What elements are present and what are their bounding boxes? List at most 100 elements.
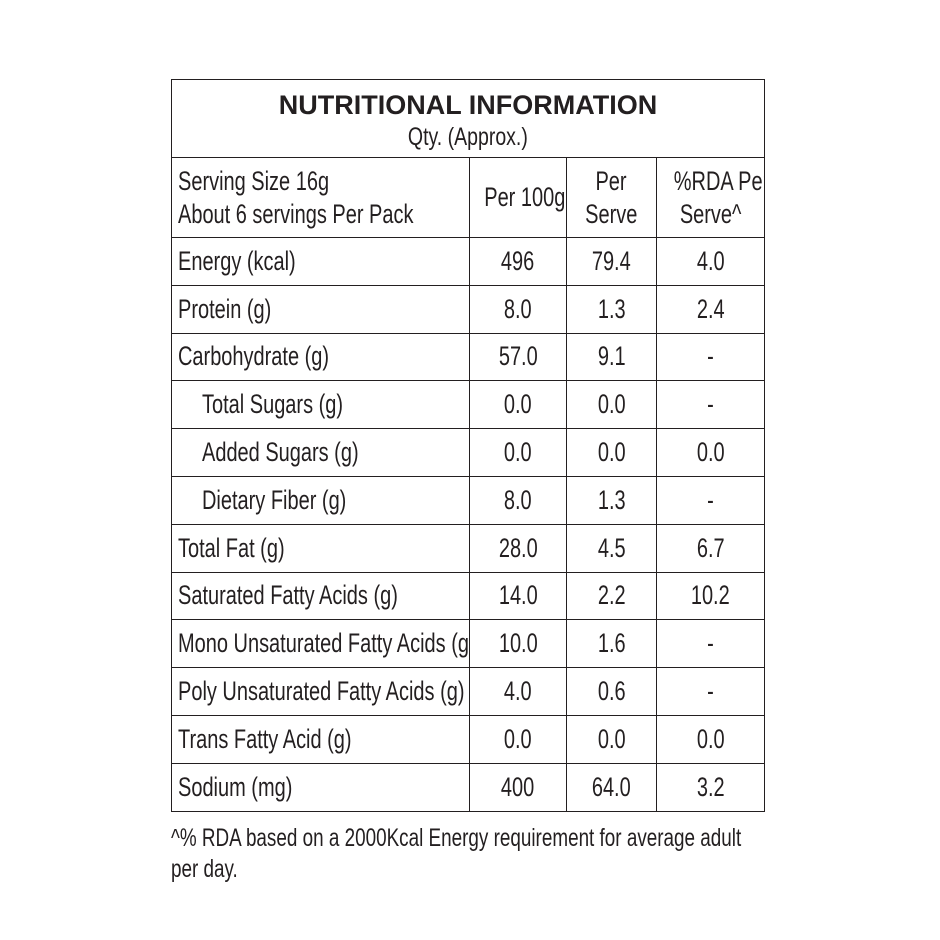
value-cell: -: [655, 332, 766, 382]
value-cell: 400: [469, 762, 567, 812]
value-cell: 3.2: [655, 762, 766, 812]
value-cell: 2.4: [655, 284, 766, 334]
nutrient-row: Mono Unsaturated Fatty Acids (g) 10.0 1.6 -: [171, 619, 766, 669]
nutrient-name: Mono Unsaturated Fatty Acids (g): [178, 628, 470, 659]
value-cell: 57.0: [469, 332, 567, 382]
value-cell: 79.4: [566, 237, 657, 286]
header-cell: Per Serve: [566, 157, 657, 238]
nutrient-name-cell: Total Sugars (g): [171, 380, 470, 430]
nutrient-row: Sodium (mg) 400 64.0 3.2: [171, 762, 766, 812]
value-cell: 0.6: [566, 667, 657, 716]
value: 1.6: [597, 628, 626, 659]
value: 4.0: [504, 676, 532, 707]
value-cell: 0.0: [469, 428, 567, 477]
nutrient-name-cell: Protein (g): [171, 284, 470, 334]
nutrient-name-cell: Trans Fatty Acid (g): [171, 714, 470, 764]
value: -: [707, 484, 714, 515]
header-text: About 6 servings Per Pack: [178, 198, 414, 229]
header-text: %RDA Per: [673, 165, 765, 196]
value: 79.4: [592, 245, 631, 276]
value: 0.0: [504, 723, 532, 754]
header-text: Per 100g: [484, 182, 566, 212]
value: 4.0: [696, 245, 725, 276]
value-cell: 4.0: [469, 667, 567, 716]
nutrient-row: Protein (g) 8.0 1.3 2.4: [171, 284, 766, 334]
header-row: Serving Size 16g About 6 servings Per Pac…: [171, 157, 766, 238]
value-cell: 0.0: [566, 428, 657, 477]
value: 0.0: [696, 437, 725, 468]
value-cell: -: [655, 619, 766, 669]
value: 14.0: [498, 580, 538, 611]
value-cell: 1.6: [566, 619, 657, 669]
nutrient-name: Saturated Fatty Acids (g): [178, 580, 398, 611]
nutrient-name: Added Sugars (g): [202, 437, 359, 468]
nutrient-name: Total Fat (g): [178, 532, 285, 563]
value-cell: 4.0: [655, 237, 766, 286]
value-cell: 10.0: [469, 619, 567, 669]
nutrient-name: Energy (kcal): [178, 245, 296, 276]
value-cell: 0.0: [469, 714, 567, 764]
value-cell: 0.0: [655, 714, 766, 764]
value: 8.0: [504, 293, 532, 324]
header-text: Serve: [585, 198, 638, 229]
nutrient-row: Trans Fatty Acid (g) 0.0 0.0 0.0: [171, 714, 766, 764]
value: 0.0: [597, 437, 626, 468]
value: 3.2: [696, 771, 725, 802]
nutrient-row: Poly Unsaturated Fatty Acids (g) 4.0 0.6 -: [171, 667, 766, 716]
value: 10.2: [691, 580, 730, 611]
value-cell: -: [655, 667, 766, 716]
value-cell: -: [655, 380, 766, 430]
nutrient-name-cell: Total Fat (g): [171, 523, 470, 573]
value-cell: 10.2: [655, 571, 766, 621]
value-cell: 28.0: [469, 523, 567, 573]
value: -: [707, 389, 714, 420]
nutrient-name-cell: Added Sugars (g): [171, 428, 470, 477]
value: 2.4: [696, 293, 725, 324]
nutrient-name: Carbohydrate (g): [178, 341, 330, 372]
value: 28.0: [498, 532, 538, 563]
header-cell: %RDA Per Serve^: [655, 157, 766, 238]
nutrient-name: Sodium (mg): [178, 771, 293, 802]
value: 1.3: [597, 293, 626, 324]
nutrient-row: Dietary Fiber (g) 8.0 1.3 -: [171, 475, 766, 525]
value-cell: 0.0: [655, 428, 766, 477]
table-body: NUTRITIONAL INFORMATION Qty. (Approx.) S…: [170, 79, 766, 238]
value-cell: 496: [469, 237, 567, 286]
value-cell: 8.0: [469, 284, 567, 334]
nutrient-name-cell: Dietary Fiber (g): [171, 475, 470, 525]
header-cell: Serving Size 16g About 6 servings Per Pac…: [171, 157, 470, 238]
value: 2.2: [597, 580, 626, 611]
footnote: ^% RDA based on a 2000Kcal Energy requir…: [171, 824, 742, 883]
value-cell: 0.0: [566, 380, 657, 430]
value: 0.0: [504, 437, 532, 468]
nutrient-name: Trans Fatty Acid (g): [178, 723, 352, 754]
nutrition-panel: NUTRITIONAL INFORMATION Qty. (Approx.) S…: [170, 79, 766, 812]
nutrient-row: Energy (kcal) 496 79.4 4.0: [171, 237, 766, 286]
value-cell: 8.0: [469, 475, 567, 525]
value: 6.7: [696, 532, 725, 563]
value-cell: 1.3: [566, 284, 657, 334]
value-cell: 4.5: [566, 523, 657, 573]
value-cell: -: [655, 475, 766, 525]
header-text: Serve^: [679, 198, 742, 229]
value-cell: 0.0: [566, 714, 657, 764]
nutrient-row: Total Fat (g) 28.0 4.5 6.7: [171, 523, 766, 573]
nutrient-row: Added Sugars (g) 0.0 0.0 0.0: [171, 428, 766, 477]
value-cell: 6.7: [655, 523, 766, 573]
nutrient-name-cell: Mono Unsaturated Fatty Acids (g): [171, 619, 470, 669]
value-cell: 14.0: [469, 571, 567, 621]
value: 8.0: [504, 484, 532, 515]
nutrient-name-cell: Energy (kcal): [171, 237, 470, 286]
header-cell: Per 100g: [469, 157, 567, 238]
title: NUTRITIONAL INFORMATION: [278, 90, 658, 120]
value: 9.1: [597, 341, 626, 372]
value: 57.0: [498, 341, 538, 372]
subtitle: Qty. (Approx.): [408, 123, 528, 151]
value: 400: [501, 771, 535, 802]
value: 0.0: [597, 389, 626, 420]
nutrition-table: NUTRITIONAL INFORMATION Qty. (Approx.) S…: [170, 79, 766, 812]
nutrient-name: Protein (g): [178, 293, 272, 324]
nutrient-name-cell: Carbohydrate (g): [171, 332, 470, 382]
nutrient-name: Total Sugars (g): [202, 389, 344, 420]
nutrient-row: Total Sugars (g) 0.0 0.0 -: [171, 380, 766, 430]
